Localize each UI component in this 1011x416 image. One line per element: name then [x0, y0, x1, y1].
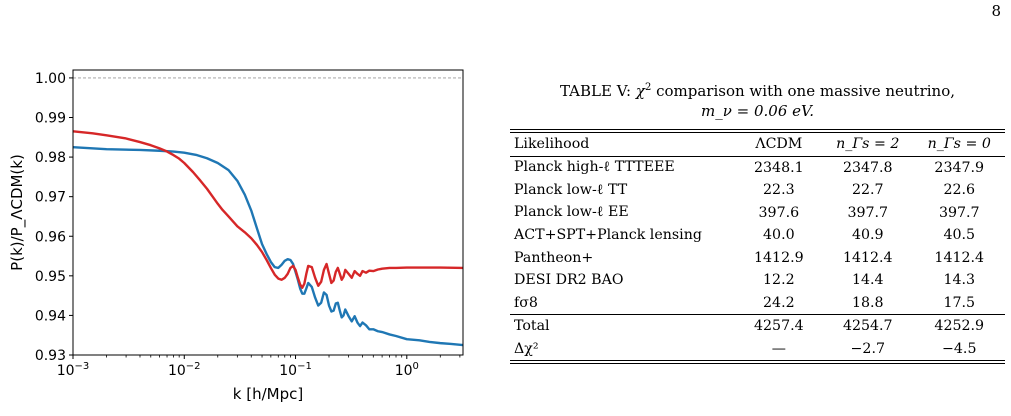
row-value: 14.3 — [943, 272, 976, 289]
series-line-1 — [73, 130, 463, 289]
row-value: 4254.7 — [842, 318, 893, 335]
header-n0: n_Γs = 0 — [927, 136, 991, 153]
row-value: 22.6 — [943, 182, 976, 199]
row-value: 1412.4 — [842, 249, 893, 266]
row-value: 40.5 — [943, 227, 976, 244]
row-value: 40.0 — [763, 227, 795, 244]
table-row: Planck low-ℓ TT 22.3 22.7 22.6 — [510, 179, 1005, 202]
line-chart: 0.93 0.94 0.95 0.96 0.97 0.98 0.99 1.00 10−3 10−2… — [8, 69, 464, 403]
power-spectrum-ratio-figure: 0.93 0.94 0.95 0.96 0.97 0.98 0.99 1.00 10−3 10−2… — [0, 62, 480, 416]
x-axis-label: k [h/Mpc] — [233, 385, 303, 403]
row-value: −2.7 — [850, 340, 885, 357]
y-axis-label: P(k)/P_ΛCDM(k) — [8, 154, 27, 271]
x-tick-label: 10−3 — [57, 361, 90, 379]
header-row: Likelihood ΛCDM n_Γs = 2 n_Γs = 0 — [510, 133, 1005, 156]
y-tick-label: 1.00 — [35, 71, 66, 87]
row-label: Total — [514, 318, 550, 335]
row-value: 24.2 — [763, 294, 795, 311]
header-likelihood: Likelihood — [514, 136, 590, 153]
row-label: ACT+SPT+Planck lensing — [514, 227, 702, 244]
caption-chi: χ — [635, 82, 645, 100]
series-line-0 — [73, 145, 463, 347]
table-row: Planck high-ℓ TTTEEE 2348.1 2347.8 2347.9 — [510, 156, 1005, 179]
row-label: Pantheon+ — [514, 249, 594, 266]
row-value: 4257.4 — [754, 318, 804, 335]
row-value: 2348.1 — [754, 159, 804, 176]
y-tick-label: 0.98 — [35, 150, 66, 166]
row-value: 2347.8 — [842, 159, 893, 176]
row-value: 397.6 — [758, 204, 800, 221]
bottom-rule — [510, 360, 1005, 364]
row-value: 40.9 — [851, 227, 884, 244]
y-tick-label: 0.96 — [35, 229, 66, 245]
row-label: DESI DR2 BAO — [514, 272, 624, 289]
y-tick-label: 0.94 — [35, 308, 66, 324]
x-tick-label: 100 — [395, 361, 419, 379]
caption-suffix: comparison with one massive neutrino, — [651, 82, 955, 100]
total-row: Total 4257.4 4254.7 4252.9 — [510, 314, 1005, 338]
chi2-table: TABLE V: χ2 comparison with one massive … — [510, 78, 1005, 364]
row-value: 12.2 — [763, 272, 795, 289]
plot-frame — [72, 69, 464, 356]
page-number: 8 — [991, 2, 1001, 20]
y-tick-label: 0.95 — [35, 269, 66, 285]
row-label: Planck low-ℓ EE — [514, 204, 629, 221]
row-value: 17.5 — [943, 294, 976, 311]
caption-line2: m_ν = 0.06 eV. — [701, 102, 814, 120]
results-table: Likelihood ΛCDM n_Γs = 2 n_Γs = 0 Planck… — [510, 133, 1005, 360]
row-value: 14.4 — [851, 272, 884, 289]
y-tick-label: 0.97 — [35, 190, 66, 206]
row-value: 1412.4 — [934, 249, 985, 266]
row-value: 1412.9 — [754, 249, 804, 266]
row-value: 2347.9 — [934, 159, 985, 176]
row-value: — — [771, 340, 786, 357]
y-tick-label: 0.93 — [35, 348, 66, 364]
x-tick-label: 10−2 — [168, 361, 201, 379]
row-label: fσ8 — [514, 294, 538, 311]
table-body: Planck high-ℓ TTTEEE 2348.1 2347.8 2347.9 Pl… — [510, 156, 1005, 360]
caption-prefix: TABLE V: — [560, 82, 636, 100]
table-row: Pantheon+ 1412.9 1412.4 1412.4 — [510, 247, 1005, 270]
row-value: 22.3 — [763, 182, 795, 199]
table-row: fσ8 24.2 18.8 17.5 — [510, 292, 1005, 315]
y-tick-label: 0.99 — [35, 111, 66, 127]
total-row: Δχ² — −2.7 −4.5 — [510, 338, 1005, 361]
row-value: 22.7 — [851, 182, 884, 199]
header-lcdm: ΛCDM — [755, 136, 803, 153]
top-rule — [510, 129, 1005, 133]
row-value: 4252.9 — [934, 318, 985, 335]
table-row: Planck low-ℓ EE 397.6 397.7 397.7 — [510, 202, 1005, 225]
row-value: −4.5 — [942, 340, 977, 357]
caption-chi-sup: 2 — [644, 82, 652, 93]
row-value: 397.7 — [938, 204, 980, 221]
table-caption: TABLE V: χ2 comparison with one massive … — [510, 78, 1005, 121]
row-value: 397.7 — [847, 204, 889, 221]
row-label: Planck high-ℓ TTTEEE — [514, 159, 675, 176]
row-label: Δχ² — [514, 340, 539, 357]
row-value: 18.8 — [851, 294, 884, 311]
table-row: ACT+SPT+Planck lensing 40.0 40.9 40.5 — [510, 224, 1005, 247]
x-tick-label: 10−1 — [279, 361, 312, 379]
header-n2: n_Γs = 2 — [836, 136, 900, 153]
table-row: DESI DR2 BAO 12.2 14.4 14.3 — [510, 269, 1005, 292]
row-label: Planck low-ℓ TT — [514, 181, 628, 198]
